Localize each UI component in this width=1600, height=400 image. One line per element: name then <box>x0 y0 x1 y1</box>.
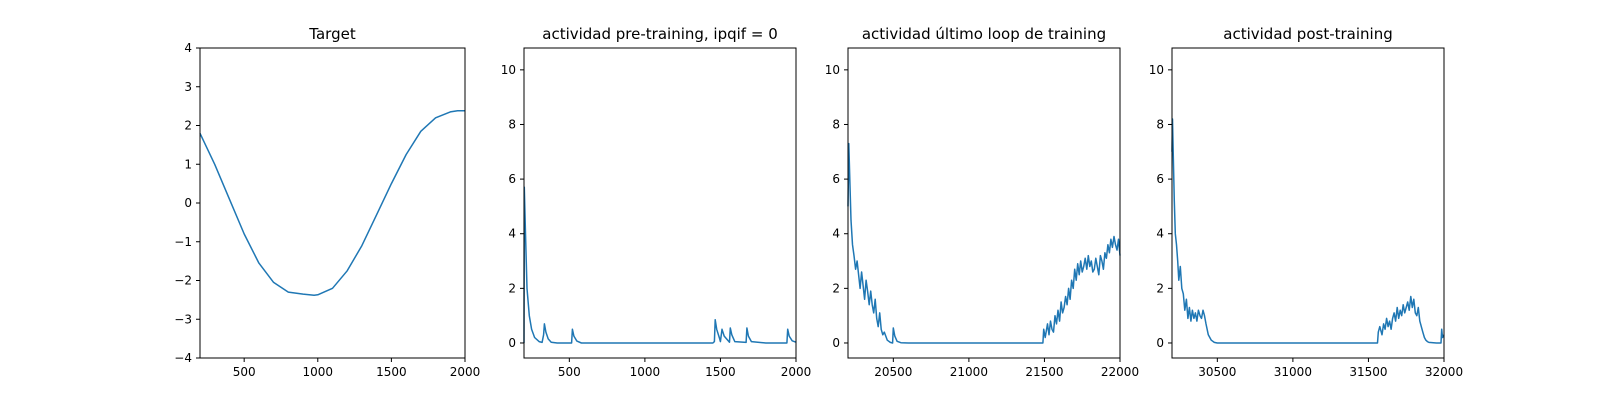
y-tick-label: −4 <box>174 351 192 365</box>
x-tick-label: 20500 <box>874 365 912 379</box>
y-tick-label: 8 <box>1156 117 1164 131</box>
y-tick-label: 6 <box>508 172 516 186</box>
y-tick-label: 0 <box>1156 336 1164 350</box>
x-tick-label: 32000 <box>1425 365 1463 379</box>
y-tick-label: 2 <box>1156 281 1164 295</box>
series-line <box>523 186 797 344</box>
x-tick-label: 1000 <box>630 365 661 379</box>
y-tick-label: −2 <box>174 274 192 288</box>
chart-panel-2: 500 1000 1500 2000 0 2 4 6 8 10 actividad pre-trai… <box>501 25 812 379</box>
x-tick-label: 22000 <box>1101 365 1139 379</box>
y-tick-label: −1 <box>174 235 192 249</box>
plot-frame <box>847 47 1121 359</box>
y-tick-label: 8 <box>832 117 840 131</box>
series-line <box>199 110 465 296</box>
y-tick-label: 4 <box>184 41 192 55</box>
y-tick-label: 6 <box>1156 172 1164 186</box>
y-tick-label: 4 <box>832 227 840 241</box>
series-line <box>1171 118 1445 344</box>
y-tick-label: 10 <box>501 63 516 77</box>
y-tick-label: 0 <box>508 336 516 350</box>
chart-title: actividad post-training <box>1223 25 1392 43</box>
x-tick-label: 2000 <box>781 365 812 379</box>
x-tick-label: 1500 <box>705 365 736 379</box>
x-tick-label: 1500 <box>376 365 407 379</box>
y-tick-label: 0 <box>184 196 192 210</box>
x-tick-label: 500 <box>558 365 581 379</box>
series-line <box>847 142 1121 344</box>
y-tick-label: 8 <box>508 117 516 131</box>
x-tick-label: 2000 <box>450 365 481 379</box>
x-tick-label: 21000 <box>950 365 988 379</box>
y-tick-label: 6 <box>832 172 840 186</box>
y-tick-label: 1 <box>184 157 192 171</box>
chart-title: actividad último loop de training <box>862 25 1106 43</box>
y-tick-label: 10 <box>825 63 840 77</box>
chart-panel-1: 500 1000 1500 2000 −4 −3 −2 −1 0 1 2 3 4 Target <box>174 25 480 379</box>
y-tick-label: 4 <box>1156 227 1164 241</box>
chart-panel-3: 20500 21000 21500 22000 0 2 4 6 8 10 actividad últ… <box>825 25 1139 379</box>
y-tick-label: 0 <box>832 336 840 350</box>
x-tick-label: 1000 <box>303 365 334 379</box>
chart-title: Target <box>308 25 356 43</box>
y-tick-label: −3 <box>174 312 192 326</box>
plot-frame <box>1171 47 1445 359</box>
y-tick-label: 4 <box>508 227 516 241</box>
y-tick-label: 10 <box>1149 63 1164 77</box>
x-tick-label: 31000 <box>1274 365 1312 379</box>
y-tick-label: 2 <box>184 119 192 133</box>
y-tick-label: 3 <box>184 80 192 94</box>
chart-title: actividad pre-training, ipqif = 0 <box>542 25 778 43</box>
y-tick-label: 2 <box>832 281 840 295</box>
plot-frame <box>523 47 797 359</box>
x-tick-label: 500 <box>233 365 256 379</box>
y-tick-label: 2 <box>508 281 516 295</box>
x-tick-label: 30500 <box>1198 365 1236 379</box>
plot-frame <box>199 47 466 359</box>
x-tick-label: 31500 <box>1349 365 1387 379</box>
chart-panel-4: 30500 31000 31500 32000 0 2 4 6 8 10 actividad pos… <box>1149 25 1463 379</box>
x-tick-label: 21500 <box>1025 365 1063 379</box>
